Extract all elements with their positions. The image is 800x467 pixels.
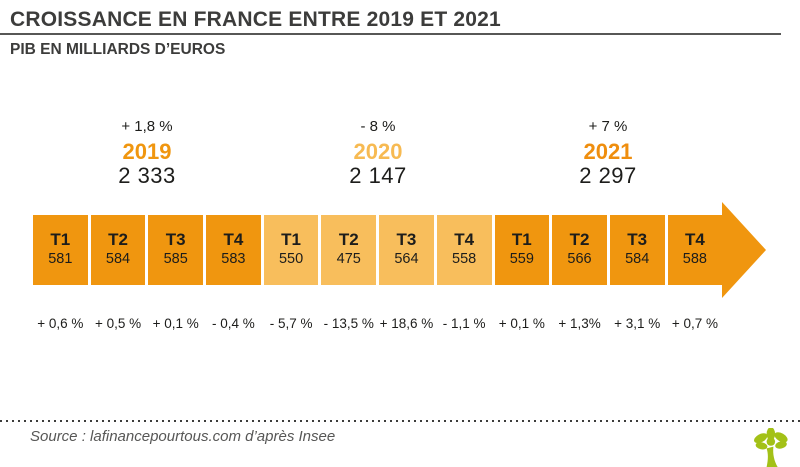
dotted-divider [0, 420, 800, 422]
quarter-label: T3 [627, 230, 648, 250]
quarter-value: 550 [278, 251, 304, 268]
annual-gdp-2020: 2 147 [349, 163, 407, 188]
quarter-change-row: + 0,6 % + 0,5 % + 0,1 % - 0,4 % - 5,7 % … [33, 316, 725, 331]
quarter-value: 585 [163, 251, 188, 268]
quarter-change-2021-t1: + 0,1 % [498, 316, 545, 331]
quarter-label: T1 [281, 230, 302, 250]
quarter-label: T2 [338, 230, 359, 250]
page-subtitle: PIB EN MILLIARDS D’EUROS [10, 41, 226, 58]
quarter-value: 475 [336, 251, 361, 268]
quarter-label: T2 [108, 230, 128, 250]
quarter-box-2020-t3: T3 564 [379, 215, 434, 285]
year-label-2019: 2019 [122, 139, 172, 164]
page-title: CROISSANCE EN FRANCE ENTRE 2019 ET 2021 [10, 8, 501, 31]
annual-gdp-2021: 2 297 [579, 163, 637, 188]
quarter-value: 558 [452, 251, 477, 268]
annual-growth-2019: + 1,8 % [121, 118, 173, 135]
quarter-box-2019-t3: T3 585 [148, 215, 204, 285]
quarter-change-2019-t3: + 0,1 % [152, 316, 199, 331]
year-block-2019: + 1,8 % 2019 2 333 [62, 118, 232, 187]
quarter-arrow-strip: T1 581 T2 584 T3 585 T4 583 T1 550 T2 47… [33, 202, 767, 298]
quarter-box-2021-t1: T1 559 [494, 215, 550, 285]
quarter-value: 581 [48, 251, 73, 268]
annual-growth-2020: - 8 % [360, 118, 396, 135]
year-block-2020: - 8 % 2020 2 147 [293, 118, 463, 187]
quarter-value: 564 [394, 251, 419, 268]
quarter-change-2019-t4: - 0,4 % [212, 316, 255, 331]
quarter-box-2021-t2: T2 566 [552, 215, 607, 285]
year-block-2021: + 7 % 2021 2 297 [523, 118, 693, 187]
quarter-change-2020-t1: - 5,7 % [269, 316, 313, 331]
quarter-value: 584 [105, 251, 131, 268]
quarter-box-2021-t4: T4 588 [667, 215, 723, 285]
quarter-box-2020-t4: T4 558 [436, 215, 492, 285]
quarter-change-2019-t2: + 0,5 % [94, 316, 142, 331]
quarter-value: 559 [509, 251, 534, 268]
quarter-change-2021-t4: + 0,7 % [671, 316, 718, 331]
quarter-change-2020-t2: - 13,5 % [323, 316, 374, 331]
quarter-value: 583 [221, 251, 246, 268]
quarter-value: 588 [682, 251, 707, 268]
quarter-box-2020-t1: T1 550 [263, 215, 319, 285]
quarter-label: T1 [50, 230, 71, 250]
quarter-label: T3 [396, 230, 417, 250]
year-label-2020: 2020 [353, 139, 403, 164]
annual-gdp-2019: 2 333 [118, 163, 176, 188]
tree-logo-icon [746, 428, 794, 467]
quarter-label: T1 [511, 230, 532, 250]
quarter-label: T2 [569, 230, 590, 250]
source-text: Source : lafinancepourtous.com d’après I… [30, 428, 336, 445]
quarter-change-2021-t2: + 1,3% [558, 316, 601, 331]
quarter-change-2019-t1: + 0,6 % [37, 316, 84, 331]
year-label-2021: 2021 [583, 139, 633, 164]
quarter-label: T4 [454, 230, 475, 250]
quarter-label: T3 [165, 230, 186, 250]
quarter-value: 584 [625, 251, 650, 268]
quarter-box-2021-t3: T3 584 [609, 215, 665, 285]
quarter-box-2019-t4: T4 583 [206, 215, 261, 285]
arrow-head-icon [722, 202, 767, 298]
quarter-box-2019-t2: T2 584 [90, 215, 146, 285]
quarter-box-2020-t2: T2 475 [321, 215, 377, 285]
quarter-label: T4 [684, 230, 705, 250]
annual-growth-2021: + 7 % [588, 118, 628, 135]
quarter-box-2019-t1: T1 581 [33, 215, 88, 285]
quarter-change-2021-t3: + 3,1 % [614, 316, 661, 331]
quarter-change-2020-t3: + 18,6 % [379, 316, 434, 331]
quarter-change-2020-t4: - 1,1 % [442, 316, 486, 331]
quarter-label: T4 [223, 230, 244, 250]
quarter-value: 566 [567, 251, 592, 268]
title-divider [0, 33, 781, 35]
